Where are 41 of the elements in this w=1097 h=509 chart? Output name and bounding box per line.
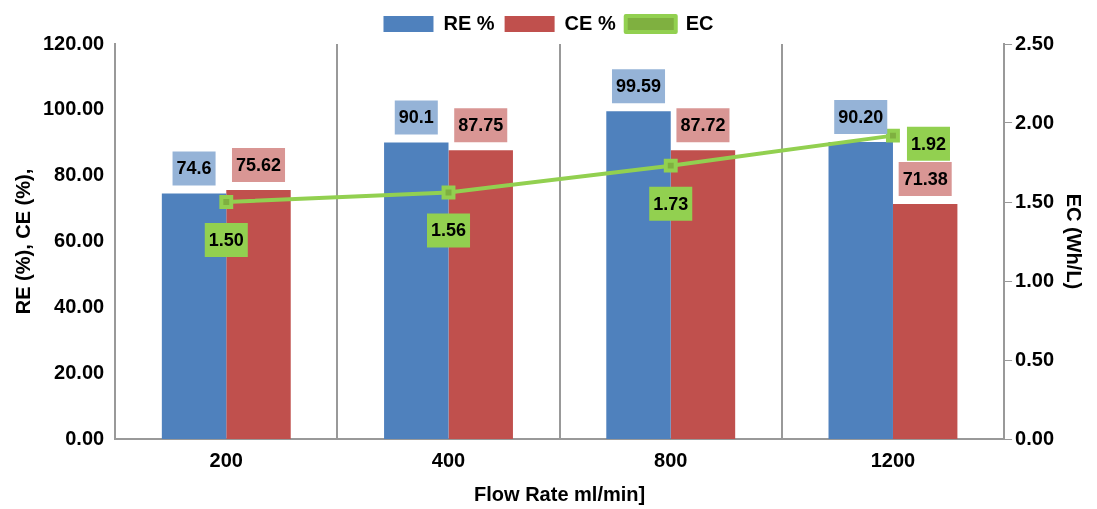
x-tick-label: 1200: [870, 448, 916, 471]
data-label: 87.75: [458, 115, 504, 136]
data-label: 1.50: [208, 229, 244, 250]
data-label: 1.56: [430, 220, 467, 241]
point: [663, 158, 678, 173]
data-label: 90.1: [398, 107, 434, 128]
data-label: 90.20: [838, 107, 884, 128]
y2-tick-label: 2.00: [1015, 110, 1055, 133]
x-axis-title: Flow Rate ml/min]: [474, 482, 646, 505]
data-label: 1.92: [910, 133, 946, 154]
data-label: 1.73: [653, 193, 689, 214]
data-label: 87.72: [680, 115, 726, 136]
y-tick-label: 20.00: [54, 360, 105, 383]
y2-axis-title: EC (Wh/L): [1063, 193, 1086, 290]
data-label: 74.6: [176, 158, 212, 179]
y-tick-label: 40.00: [54, 294, 105, 317]
y2-tick-label: 2.50: [1015, 31, 1055, 54]
x-tick-label: 200: [209, 448, 243, 471]
y-tick-label: 60.00: [54, 229, 105, 252]
y2-tick-label: 0.00: [1015, 426, 1055, 449]
point: [441, 185, 456, 200]
y2-tick-label: 1.50: [1015, 189, 1055, 212]
data-label: 75.62: [235, 155, 282, 176]
y-tick-label: 120.00: [43, 31, 105, 54]
y-tick-label: 0.00: [65, 426, 105, 449]
legend-label: RE %: [443, 11, 495, 34]
x-tick-label: 400: [431, 448, 466, 471]
bar: [828, 142, 893, 439]
legend-label: CE %: [564, 11, 616, 34]
data-label: 71.38: [902, 169, 948, 190]
y-tick-label: 80.00: [54, 163, 105, 186]
point: [219, 195, 234, 209]
point: [886, 128, 900, 143]
bar: [892, 204, 958, 439]
y-axis-title: RE (%), CE (%),: [11, 168, 34, 315]
y-tick-label: 100.00: [43, 97, 105, 120]
x-tick-label: 800: [654, 448, 688, 471]
legend-label: EC: [685, 11, 714, 34]
y2-tick-label: 1.00: [1015, 268, 1055, 291]
y2-tick-label: 0.50: [1015, 347, 1055, 370]
data-label: 99.59: [615, 76, 662, 97]
